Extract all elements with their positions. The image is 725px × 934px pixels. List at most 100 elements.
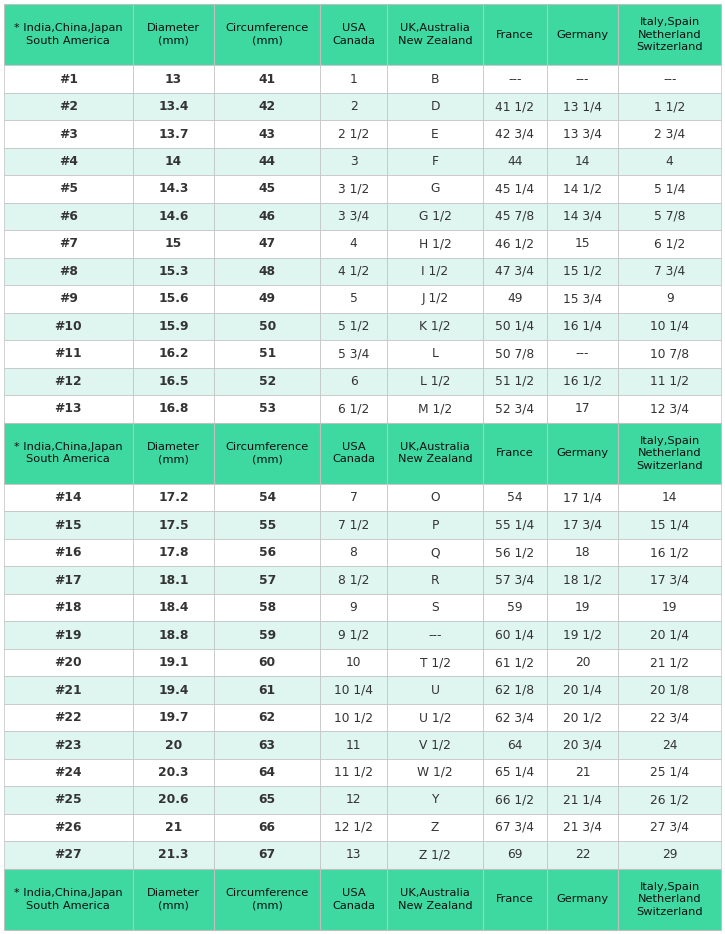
Bar — [483, 814, 547, 842]
Text: 19 1/2: 19 1/2 — [563, 629, 602, 642]
Text: 14 1/2: 14 1/2 — [563, 182, 602, 195]
Text: 52: 52 — [259, 375, 276, 388]
Bar — [214, 176, 320, 203]
Text: USA
Canada: USA Canada — [332, 888, 375, 911]
Bar — [387, 285, 483, 313]
Bar — [547, 786, 618, 814]
Text: #6: #6 — [59, 210, 78, 223]
Text: 14.3: 14.3 — [158, 182, 189, 195]
Bar — [483, 313, 547, 340]
Text: 10 7/8: 10 7/8 — [650, 347, 689, 361]
Bar — [387, 566, 483, 594]
Text: ---: --- — [576, 73, 589, 86]
Text: UK,Australia
New Zealand: UK,Australia New Zealand — [398, 442, 472, 464]
Bar — [483, 368, 547, 395]
Text: 4: 4 — [666, 155, 674, 168]
Bar — [547, 230, 618, 258]
Bar — [214, 65, 320, 92]
Bar — [483, 869, 547, 930]
Text: 13.4: 13.4 — [158, 100, 189, 113]
Bar — [214, 786, 320, 814]
Bar — [483, 92, 547, 120]
Bar — [214, 594, 320, 621]
Bar — [133, 704, 214, 731]
Text: O: O — [430, 491, 440, 504]
Bar — [320, 731, 387, 758]
Text: 5: 5 — [349, 292, 357, 305]
Text: Italy,Spain
Netherland
Switzerland: Italy,Spain Netherland Switzerland — [637, 17, 703, 52]
Text: G: G — [431, 182, 439, 195]
Text: 13 1/4: 13 1/4 — [563, 100, 602, 113]
Text: 56: 56 — [259, 546, 276, 559]
Bar — [483, 4, 547, 65]
Text: #17: #17 — [54, 573, 82, 587]
Bar — [320, 65, 387, 92]
Bar — [133, 621, 214, 649]
Bar — [214, 484, 320, 512]
Text: 16 1/4: 16 1/4 — [563, 320, 602, 333]
Text: #13: #13 — [54, 403, 82, 416]
Text: 3 1/2: 3 1/2 — [338, 182, 369, 195]
Bar — [547, 422, 618, 484]
Bar — [483, 512, 547, 539]
Bar — [320, 704, 387, 731]
Text: 7 3/4: 7 3/4 — [654, 265, 685, 278]
Text: 55 1/4: 55 1/4 — [495, 518, 534, 531]
Text: 41: 41 — [259, 73, 276, 86]
Bar — [547, 814, 618, 842]
Bar — [320, 842, 387, 869]
Bar — [483, 731, 547, 758]
Text: 20 1/2: 20 1/2 — [563, 711, 602, 724]
Bar — [547, 203, 618, 230]
Bar — [320, 148, 387, 176]
Text: 17.8: 17.8 — [158, 546, 189, 559]
Bar — [133, 120, 214, 148]
Text: 14 3/4: 14 3/4 — [563, 210, 602, 223]
Text: 47: 47 — [259, 237, 276, 250]
Bar — [133, 395, 214, 422]
Text: 50 7/8: 50 7/8 — [495, 347, 534, 361]
Text: 19.4: 19.4 — [158, 684, 189, 697]
Bar — [547, 649, 618, 676]
Text: 4 1/2: 4 1/2 — [338, 265, 369, 278]
Bar — [618, 422, 721, 484]
Bar — [133, 566, 214, 594]
Text: 1 1/2: 1 1/2 — [654, 100, 685, 113]
Text: #25: #25 — [54, 794, 82, 806]
Text: USA
Canada: USA Canada — [332, 442, 375, 464]
Text: #1: #1 — [59, 73, 78, 86]
Text: 60: 60 — [259, 656, 276, 669]
Bar — [320, 512, 387, 539]
Text: * India,China,Japan
South America: * India,China,Japan South America — [14, 442, 123, 464]
Bar — [4, 203, 133, 230]
Text: 9 1/2: 9 1/2 — [338, 629, 369, 642]
Bar — [618, 148, 721, 176]
Text: 20 1/4: 20 1/4 — [563, 684, 602, 697]
Bar — [4, 814, 133, 842]
Bar — [483, 340, 547, 368]
Text: 13.7: 13.7 — [158, 128, 189, 140]
Text: 45 1/4: 45 1/4 — [495, 182, 534, 195]
Text: U 1/2: U 1/2 — [419, 711, 451, 724]
Bar — [320, 814, 387, 842]
Text: 13: 13 — [165, 73, 182, 86]
Text: 65: 65 — [259, 794, 276, 806]
Text: 9: 9 — [666, 292, 674, 305]
Bar — [133, 814, 214, 842]
Bar — [618, 786, 721, 814]
Bar — [618, 176, 721, 203]
Bar — [387, 704, 483, 731]
Bar — [387, 230, 483, 258]
Text: Germany: Germany — [556, 448, 608, 459]
Text: 41 1/2: 41 1/2 — [495, 100, 534, 113]
Bar — [547, 395, 618, 422]
Bar — [320, 758, 387, 786]
Bar — [387, 313, 483, 340]
Text: 61 1/2: 61 1/2 — [495, 656, 534, 669]
Bar — [547, 566, 618, 594]
Text: #7: #7 — [59, 237, 78, 250]
Text: 15 1/4: 15 1/4 — [650, 518, 689, 531]
Bar — [320, 258, 387, 285]
Text: ---: --- — [508, 73, 521, 86]
Text: Y: Y — [431, 794, 439, 806]
